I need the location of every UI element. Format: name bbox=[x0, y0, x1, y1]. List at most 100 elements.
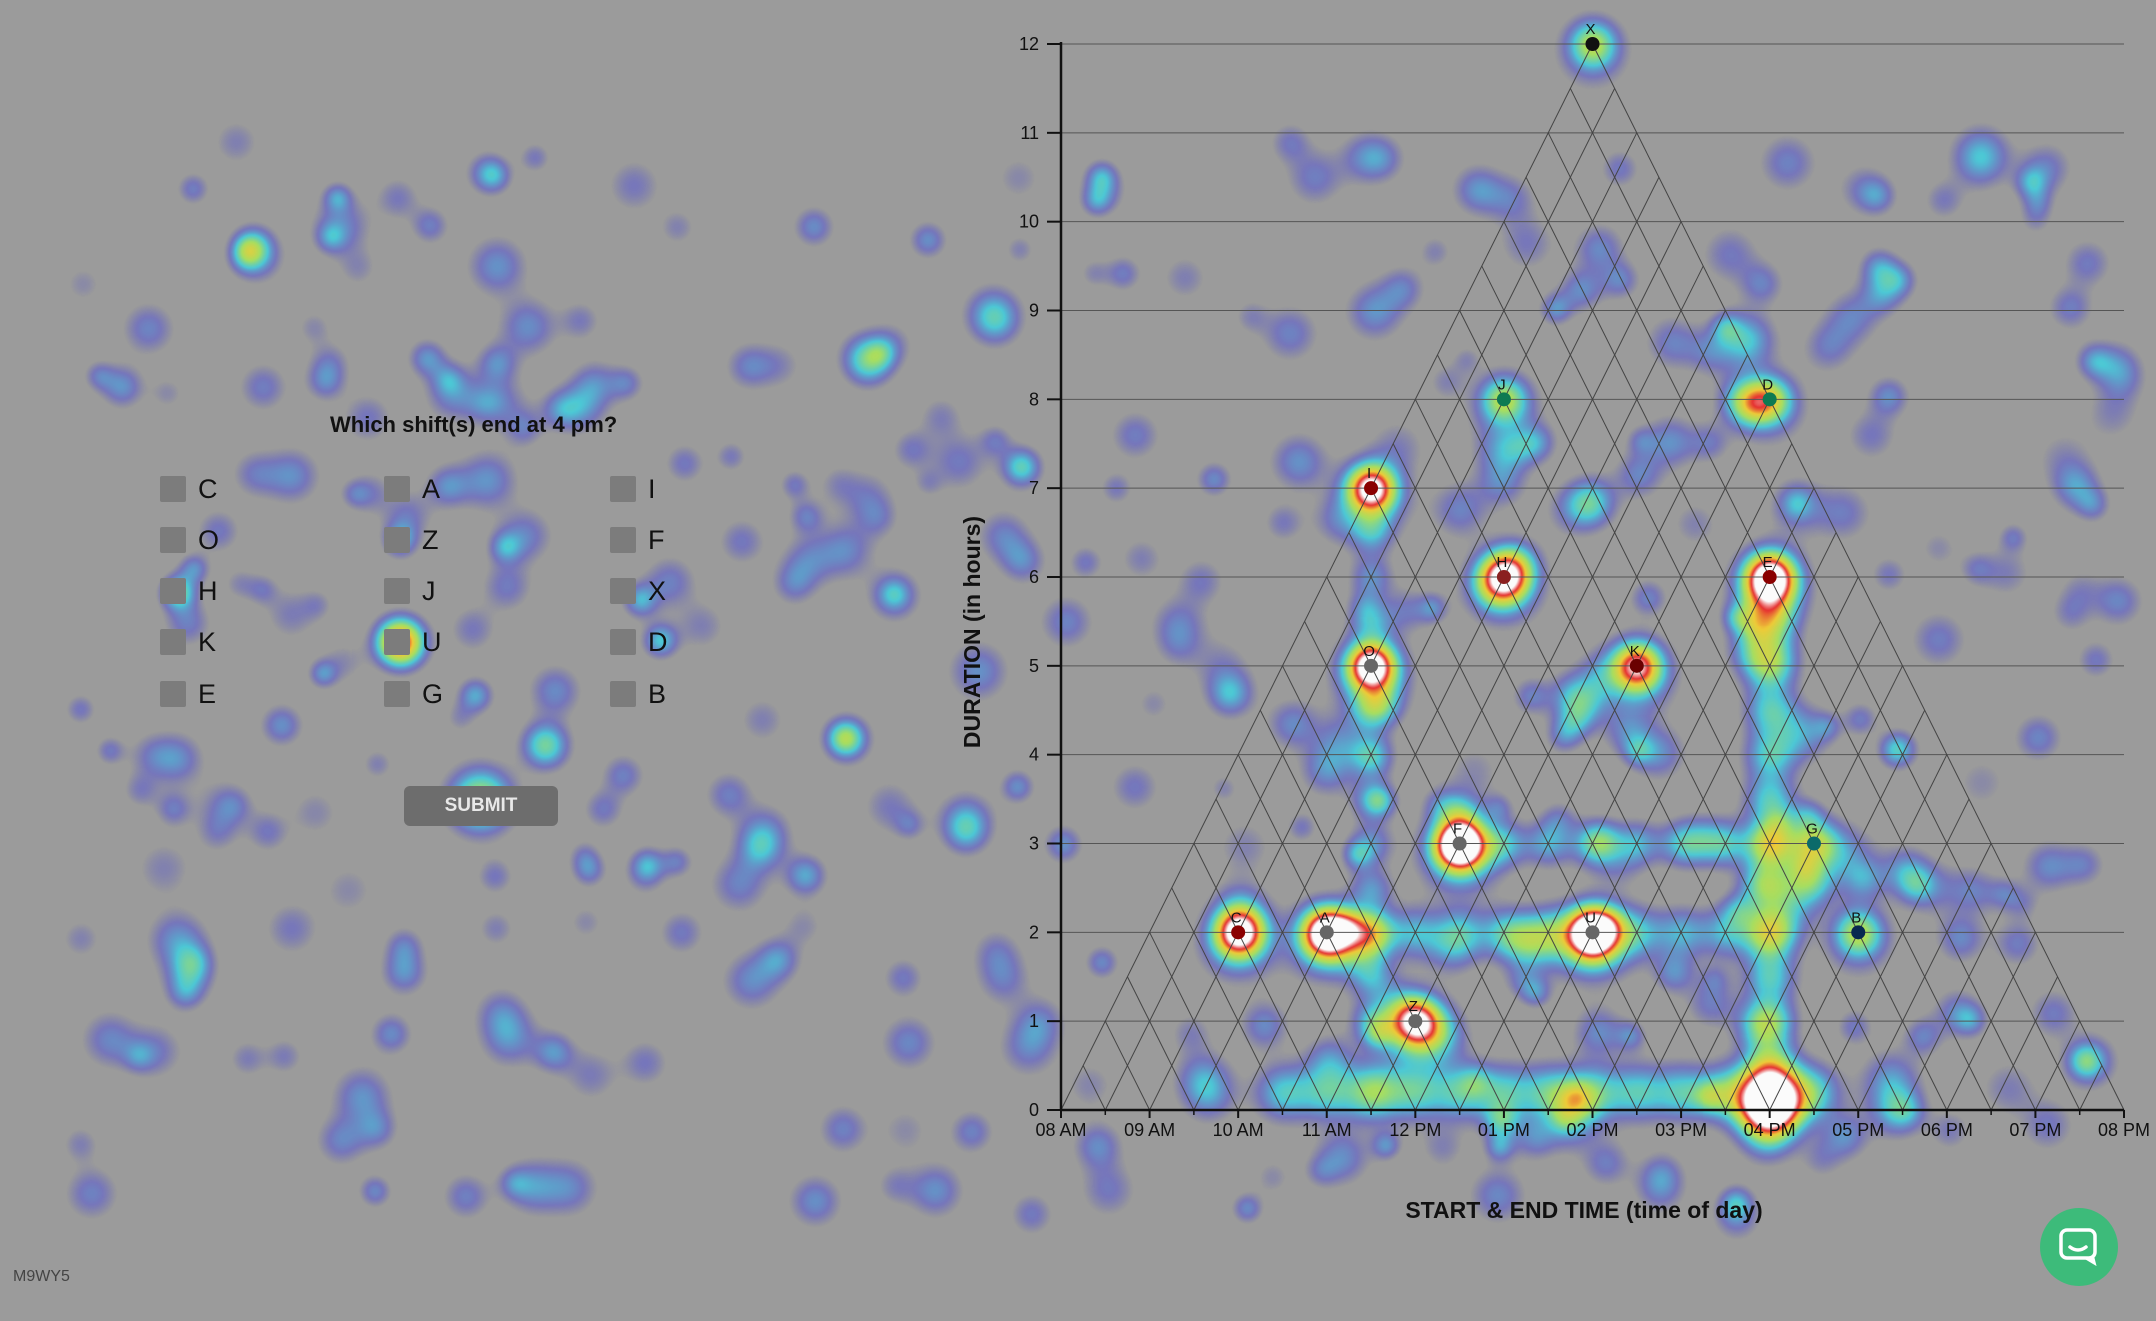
x-tick-label: 02 PM bbox=[1566, 1120, 1618, 1140]
data-point-i bbox=[1364, 481, 1379, 496]
diagonal-gridline bbox=[1149, 932, 1239, 1111]
diagonal-gridline bbox=[1525, 177, 1992, 1111]
data-point-label: J bbox=[1498, 376, 1506, 393]
data-point-label: I bbox=[1367, 465, 1371, 482]
option-checkbox[interactable] bbox=[610, 476, 636, 502]
option-a[interactable]: A bbox=[384, 474, 440, 504]
option-x[interactable]: X bbox=[610, 576, 666, 606]
data-point-a bbox=[1319, 925, 1334, 940]
data-point-label: K bbox=[1630, 643, 1640, 660]
x-tick-label: 12 PM bbox=[1389, 1120, 1441, 1140]
diagonal-gridline bbox=[1459, 443, 1793, 1111]
x-tick-label: 06 PM bbox=[1921, 1120, 1973, 1140]
data-point-j bbox=[1496, 392, 1511, 407]
data-point-label: A bbox=[1320, 909, 1330, 926]
option-i[interactable]: I bbox=[610, 474, 656, 504]
data-point-h bbox=[1496, 570, 1511, 584]
option-label: Z bbox=[422, 524, 439, 555]
option-e[interactable]: E bbox=[160, 679, 216, 709]
diagonal-gridline bbox=[1547, 532, 1837, 1111]
option-label: A bbox=[422, 473, 441, 504]
data-point-c bbox=[1231, 925, 1246, 940]
data-point-o bbox=[1364, 658, 1379, 673]
option-k[interactable]: K bbox=[160, 627, 216, 657]
option-checkbox[interactable] bbox=[160, 681, 186, 707]
diagonal-gridline bbox=[1126, 976, 1195, 1111]
option-h[interactable]: H bbox=[160, 576, 218, 606]
option-f[interactable]: F bbox=[610, 525, 665, 555]
data-point-b bbox=[1851, 925, 1866, 940]
option-label: I bbox=[648, 473, 656, 504]
data-point-label: X bbox=[1585, 21, 1595, 38]
option-checkbox[interactable] bbox=[384, 681, 410, 707]
x-tick-label: 10 AM bbox=[1213, 1120, 1264, 1140]
option-checkbox[interactable] bbox=[384, 629, 410, 655]
chat-button[interactable] bbox=[2040, 1208, 2118, 1286]
option-j[interactable]: J bbox=[384, 576, 436, 606]
diagonal-gridline bbox=[1392, 443, 1726, 1111]
option-label: U bbox=[422, 626, 442, 657]
y-tick-label: 3 bbox=[1029, 834, 1039, 854]
question-text: Which shift(s) end at 4 pm? bbox=[330, 412, 618, 437]
diagonal-gridline bbox=[1902, 887, 2014, 1111]
data-point-label: Z bbox=[1409, 998, 1418, 1015]
y-tick-label: 10 bbox=[1019, 212, 1039, 232]
diagonal-gridline bbox=[1082, 1065, 1106, 1111]
option-b[interactable]: B bbox=[610, 679, 666, 709]
option-o[interactable]: O bbox=[160, 525, 219, 555]
diagonal-gridline bbox=[1104, 88, 1616, 1111]
data-point-f bbox=[1452, 836, 1467, 851]
option-label: C bbox=[198, 473, 218, 504]
option-checkbox[interactable] bbox=[384, 527, 410, 553]
x-tick-label: 01 PM bbox=[1478, 1120, 1530, 1140]
data-point-u bbox=[1585, 925, 1600, 940]
diagonal-gridline bbox=[1459, 310, 1859, 1111]
data-point-label: O bbox=[1363, 643, 1375, 660]
data-point-label: E bbox=[1763, 554, 1773, 571]
option-checkbox[interactable] bbox=[160, 527, 186, 553]
x-tick-label: 09 AM bbox=[1124, 1120, 1175, 1140]
x-tick-label: 11 AM bbox=[1302, 1120, 1352, 1140]
y-tick-label: 0 bbox=[1029, 1100, 1039, 1120]
data-point-z bbox=[1408, 1014, 1423, 1029]
diagonal-gridline bbox=[1370, 487, 1682, 1111]
y-tick-label: 1 bbox=[1029, 1011, 1039, 1031]
y-tick-label: 9 bbox=[1029, 301, 1039, 321]
data-point-label: G bbox=[1806, 821, 1818, 838]
option-label: D bbox=[648, 626, 668, 657]
option-label: H bbox=[198, 575, 218, 606]
option-c[interactable]: C bbox=[160, 474, 218, 504]
option-label: X bbox=[648, 575, 667, 606]
y-tick-label: 4 bbox=[1029, 745, 1039, 765]
diagonal-gridline bbox=[1193, 177, 1660, 1111]
option-label: O bbox=[198, 524, 220, 555]
diagonal-gridline bbox=[1348, 532, 1638, 1111]
option-g[interactable]: G bbox=[384, 679, 443, 709]
data-point-k bbox=[1629, 658, 1644, 673]
option-checkbox[interactable] bbox=[610, 527, 636, 553]
data-point-d bbox=[1762, 392, 1777, 407]
diagonal-gridline bbox=[1215, 798, 1372, 1111]
option-d[interactable]: D bbox=[610, 627, 668, 657]
diagonal-gridline bbox=[1481, 265, 1903, 1111]
data-point-e bbox=[1762, 570, 1777, 584]
x-tick-label: 07 PM bbox=[2009, 1120, 2061, 1140]
option-checkbox[interactable] bbox=[160, 629, 186, 655]
diagonal-gridline bbox=[1592, 43, 2125, 1111]
diagonal-gridline bbox=[1503, 221, 1948, 1111]
y-axis-title: DURATION (in hours) bbox=[959, 516, 985, 748]
option-checkbox[interactable] bbox=[384, 578, 410, 604]
option-z[interactable]: Z bbox=[384, 525, 439, 555]
diagonal-gridline bbox=[1193, 843, 1328, 1111]
option-checkbox[interactable] bbox=[384, 476, 410, 502]
data-point-label: H bbox=[1496, 554, 1507, 571]
option-u[interactable]: U bbox=[384, 627, 442, 657]
option-checkbox[interactable] bbox=[160, 578, 186, 604]
option-checkbox[interactable] bbox=[610, 629, 636, 655]
x-tick-label: 08 AM bbox=[1035, 1120, 1086, 1140]
option-checkbox[interactable] bbox=[160, 476, 186, 502]
option-checkbox[interactable] bbox=[610, 681, 636, 707]
option-checkbox[interactable] bbox=[610, 578, 636, 604]
submit-button[interactable]: SUBMIT bbox=[404, 786, 558, 826]
data-point-label: U bbox=[1585, 909, 1596, 926]
